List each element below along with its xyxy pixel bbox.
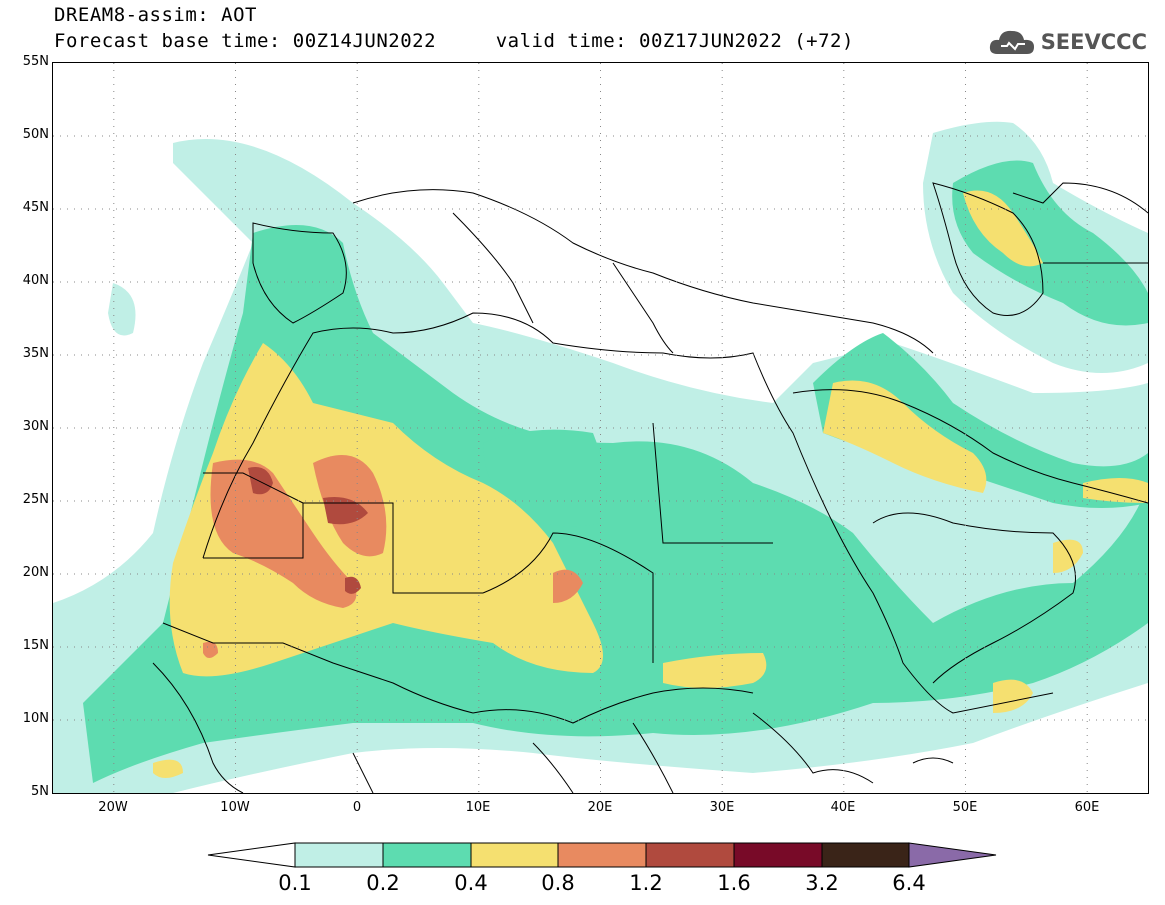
aot-map — [52, 62, 1149, 794]
aot-level-0.4 — [153, 190, 1148, 778]
lat-tick-label: 15N — [22, 638, 49, 653]
colorbar-label: 0.4 — [454, 871, 488, 895]
colorbar-lower-arrow — [207, 842, 296, 868]
lon-tick-label: 10W — [220, 800, 250, 815]
lat-tick-label: 5N — [31, 784, 49, 799]
lat-tick-label: 45N — [22, 200, 49, 215]
colorbar-bin — [821, 842, 910, 868]
lon-tick-label: 40E — [830, 800, 856, 815]
colorbar-bin — [470, 842, 559, 868]
lat-tick-label: 55N — [22, 54, 49, 69]
colorbar-label: 0.1 — [278, 871, 312, 895]
map-title: DREAM8-assim: AOT — [54, 4, 257, 26]
aot-map-canvas — [53, 63, 1148, 793]
lat-tick-label: 35N — [22, 346, 49, 361]
lat-tick-label: 10N — [22, 711, 49, 726]
lat-tick-label: 50N — [22, 127, 49, 142]
colorbar-bin — [645, 842, 735, 868]
colorbar-label: 0.2 — [366, 871, 400, 895]
lon-tick-label: 0 — [352, 800, 362, 815]
colorbar-label: 3.2 — [805, 871, 839, 895]
lon-tick-label: 50E — [952, 800, 978, 815]
colorbar-bin — [294, 842, 384, 868]
lon-tick-label: 30E — [709, 800, 735, 815]
seevccc-logo: SEEVCCC — [987, 26, 1147, 58]
lon-tick-label: 60E — [1074, 800, 1100, 815]
colorbar-label: 1.6 — [717, 871, 751, 895]
lon-tick-label: 20W — [98, 800, 128, 815]
cloud-icon — [989, 30, 1034, 54]
map-subtitle-times: Forecast base time: 00Z14JUN2022 valid t… — [54, 30, 854, 52]
graticule — [53, 63, 1148, 793]
lat-tick-label: 30N — [22, 419, 49, 434]
lon-tick-label: 20E — [587, 800, 613, 815]
lat-tick-label: 40N — [22, 273, 49, 288]
colorbar-label: 0.8 — [541, 871, 575, 895]
logo-text: SEEVCCC — [1040, 30, 1147, 54]
colorbar-bin — [382, 842, 472, 868]
colorbar-label: 1.2 — [629, 871, 663, 895]
colorbar-bin — [557, 842, 647, 868]
colorbar-bin — [733, 842, 823, 868]
lon-tick-label: 10E — [465, 800, 491, 815]
coastlines-and-borders — [152, 182, 1148, 793]
colorbar-label: 6.4 — [892, 871, 926, 895]
lat-tick-label: 25N — [22, 492, 49, 507]
lat-tick-label: 20N — [22, 565, 49, 580]
aot-colorbar — [207, 842, 997, 868]
colorbar-upper-arrow — [908, 842, 997, 868]
